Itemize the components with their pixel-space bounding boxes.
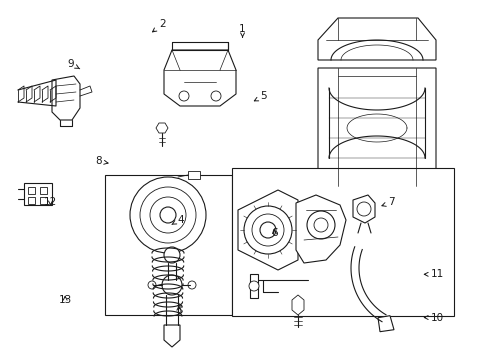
Text: 3: 3 — [175, 305, 182, 315]
Text: 12: 12 — [44, 197, 57, 207]
Circle shape — [140, 187, 196, 243]
Polygon shape — [378, 316, 394, 332]
Polygon shape — [164, 50, 236, 106]
Bar — [40, 187, 47, 194]
Bar — [232, 168, 454, 316]
Circle shape — [244, 206, 292, 254]
Circle shape — [357, 202, 371, 216]
Circle shape — [150, 197, 186, 233]
Polygon shape — [296, 195, 346, 263]
Polygon shape — [250, 274, 258, 298]
Circle shape — [314, 218, 328, 232]
Circle shape — [188, 281, 196, 289]
Circle shape — [162, 275, 182, 295]
Polygon shape — [52, 76, 80, 120]
Polygon shape — [238, 190, 298, 270]
Circle shape — [148, 281, 156, 289]
Polygon shape — [156, 123, 168, 133]
Polygon shape — [353, 195, 375, 223]
Circle shape — [160, 207, 176, 223]
Bar — [105, 175, 232, 315]
Bar — [28, 187, 35, 194]
Text: 4: 4 — [172, 215, 184, 225]
Circle shape — [211, 91, 221, 101]
Circle shape — [260, 222, 276, 238]
Polygon shape — [164, 325, 180, 347]
Bar — [28, 197, 35, 204]
Circle shape — [179, 91, 189, 101]
Circle shape — [249, 281, 259, 291]
Bar — [24, 183, 52, 205]
Text: 7: 7 — [382, 197, 395, 207]
Text: 11: 11 — [424, 269, 444, 279]
Bar — [40, 197, 47, 204]
Polygon shape — [318, 68, 436, 186]
Text: 13: 13 — [58, 295, 72, 305]
Bar — [188, 171, 200, 179]
Text: 9: 9 — [68, 59, 80, 69]
Polygon shape — [318, 18, 436, 60]
Text: 6: 6 — [271, 228, 278, 238]
Text: 2: 2 — [152, 19, 166, 32]
Circle shape — [252, 214, 284, 246]
Polygon shape — [292, 295, 304, 315]
Circle shape — [130, 177, 206, 253]
Circle shape — [164, 247, 180, 263]
Circle shape — [307, 211, 335, 239]
Text: 10: 10 — [424, 312, 444, 323]
Text: 1: 1 — [239, 24, 246, 37]
Text: 5: 5 — [254, 91, 267, 101]
Text: 8: 8 — [95, 156, 108, 166]
